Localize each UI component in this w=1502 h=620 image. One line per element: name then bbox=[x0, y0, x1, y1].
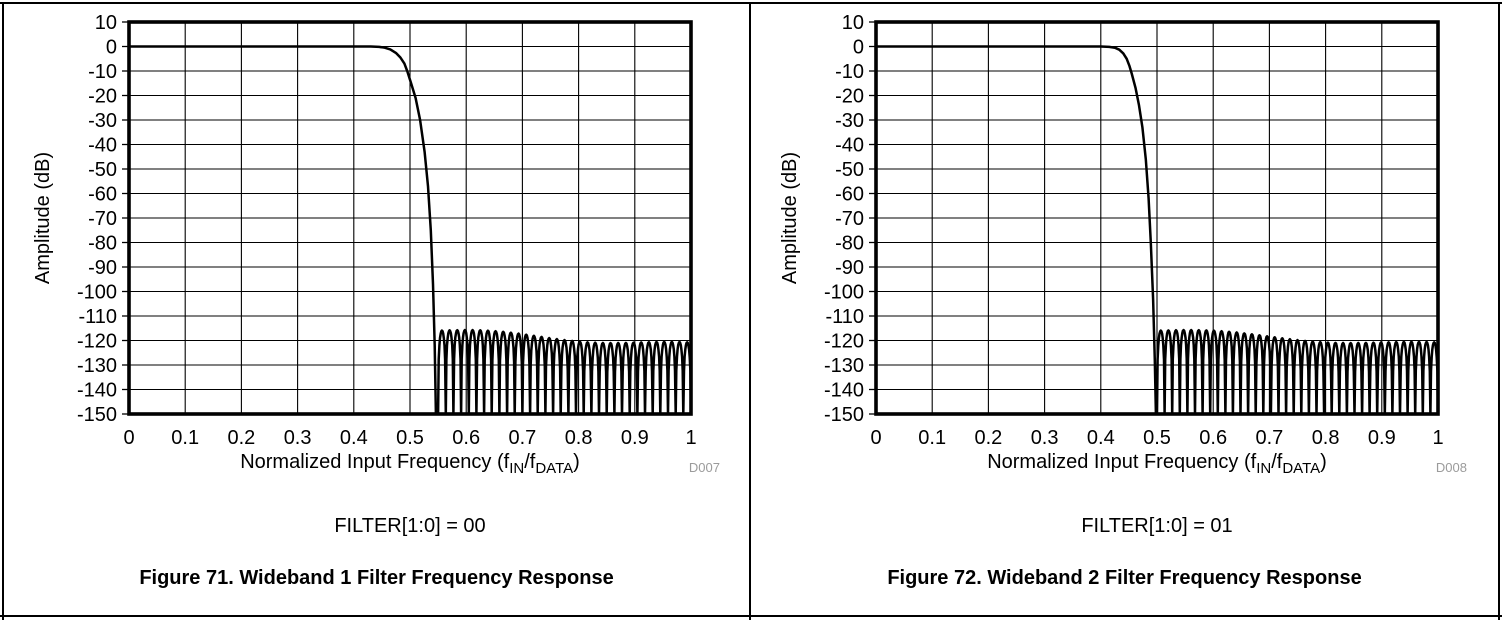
figure-caption: Figure 72. Wideband 2 Filter Frequency R… bbox=[887, 567, 1362, 589]
y-tick-label: -100 bbox=[824, 282, 864, 304]
plot-border bbox=[127, 20, 693, 416]
x-tick-label: 0 bbox=[123, 427, 134, 449]
y-tick-label: 0 bbox=[853, 37, 864, 59]
table-border-right bbox=[1498, 2, 1500, 620]
y-tick-label: -50 bbox=[88, 159, 117, 181]
figure-71-cell: 10 0 -10 -20 -30 -40 -50 -60 -70 -80 -90 -100 -110 -1… bbox=[4, 4, 749, 615]
y-tick-label: 10 bbox=[842, 12, 864, 34]
x-tick-label: 0.2 bbox=[974, 427, 1002, 449]
y-tick-label: -20 bbox=[835, 86, 864, 108]
plot-id-watermark: D008 bbox=[1436, 460, 1467, 475]
y-tick-label: -10 bbox=[835, 61, 864, 83]
y-tick-label: -120 bbox=[824, 331, 864, 353]
y-tick-label: -150 bbox=[77, 404, 117, 426]
table-border-top bbox=[0, 2, 1502, 4]
x-tick-label: 0.8 bbox=[1312, 427, 1340, 449]
wideband-2-frequency-response-chart: 100-10-20-30-40-50-60-70-80-90-100-110-1… bbox=[779, 12, 1467, 477]
table-border-bottom bbox=[0, 615, 1502, 617]
y-tick-label: -10 bbox=[88, 61, 117, 83]
x-tick-label: 0.8 bbox=[565, 427, 593, 449]
y-tick-label: -90 bbox=[88, 257, 117, 279]
y-tick-label: -100 bbox=[77, 282, 117, 304]
y-tick-label: -130 bbox=[77, 355, 117, 377]
y-tick-label: -110 bbox=[825, 306, 864, 328]
y-tick-label: -140 bbox=[824, 380, 864, 402]
x-tick-label: 0.5 bbox=[396, 427, 424, 449]
x-tick-label: 0.1 bbox=[171, 427, 199, 449]
y-tick-label: -60 bbox=[835, 184, 864, 206]
y-tick-label: 0 bbox=[106, 37, 117, 59]
y-tick-label: -150 bbox=[824, 404, 864, 426]
y-tick-label: -70 bbox=[88, 208, 117, 230]
x-tick-label: 0.1 bbox=[918, 427, 946, 449]
x-tick-label: 0.7 bbox=[508, 427, 536, 449]
y-tick-label: 10 bbox=[95, 12, 117, 34]
y-tick-label: -80 bbox=[835, 233, 864, 255]
table-border-left bbox=[2, 2, 4, 620]
response-curve bbox=[127, 45, 693, 416]
x-tick-label: 0.3 bbox=[284, 427, 312, 449]
x-axis-title: Normalized Input Frequency (fIN/fDATA) bbox=[240, 451, 580, 477]
plot-id-watermark: D007 bbox=[689, 460, 720, 475]
x-tick-label: 0.9 bbox=[621, 427, 649, 449]
x-tick-label: 0.5 bbox=[1143, 427, 1171, 449]
x-tick-label: 0 bbox=[870, 427, 881, 449]
table-column-divider bbox=[749, 2, 751, 620]
wideband-1-frequency-response-chart: 100-10-20-30-40-50-60-70-80-90-100-110-1… bbox=[32, 12, 720, 477]
x-tick-label: 1 bbox=[1432, 427, 1443, 449]
y-tick-label: -40 bbox=[88, 135, 117, 157]
x-tick-label: 0.6 bbox=[452, 427, 480, 449]
y-tick-label: -130 bbox=[824, 355, 864, 377]
y-tick-label: -30 bbox=[835, 110, 864, 132]
y-tick-label: -110 bbox=[78, 306, 117, 328]
response-curve bbox=[874, 45, 1440, 416]
y-tick-label: -90 bbox=[835, 257, 864, 279]
filter-setting-label: FILTER[1:0] = 01 bbox=[1081, 515, 1233, 537]
y-tick-label: -80 bbox=[88, 233, 117, 255]
filter-setting-label: FILTER[1:0] = 00 bbox=[334, 515, 486, 537]
y-tick-label: -140 bbox=[77, 380, 117, 402]
y-tick-label: -70 bbox=[835, 208, 864, 230]
y-tick-label: -20 bbox=[88, 86, 117, 108]
y-tick-label: -120 bbox=[77, 331, 117, 353]
x-tick-label: 0.3 bbox=[1031, 427, 1059, 449]
x-axis-title: Normalized Input Frequency (fIN/fDATA) bbox=[987, 451, 1327, 477]
y-tick-label: -30 bbox=[88, 110, 117, 132]
y-axis-title: Amplitude (dB) bbox=[32, 152, 54, 284]
x-tick-label: 1 bbox=[685, 427, 696, 449]
figure-caption: Figure 71. Wideband 1 Filter Frequency R… bbox=[139, 567, 614, 589]
figure-72-cell: 10 0 -10 -20 -30 -40 -50 -60 -70 -80 -90 -100 -110 -1… bbox=[751, 4, 1498, 615]
y-tick-label: -40 bbox=[835, 135, 864, 157]
x-tick-label: 0.4 bbox=[340, 427, 368, 449]
x-tick-label: 0.2 bbox=[227, 427, 255, 449]
y-axis-title: Amplitude (dB) bbox=[779, 152, 801, 284]
x-tick-label: 0.9 bbox=[1368, 427, 1396, 449]
y-tick-label: -50 bbox=[835, 159, 864, 181]
x-tick-label: 0.6 bbox=[1199, 427, 1227, 449]
x-tick-label: 0.7 bbox=[1255, 427, 1283, 449]
x-tick-label: 0.4 bbox=[1087, 427, 1115, 449]
y-tick-label: -60 bbox=[88, 184, 117, 206]
